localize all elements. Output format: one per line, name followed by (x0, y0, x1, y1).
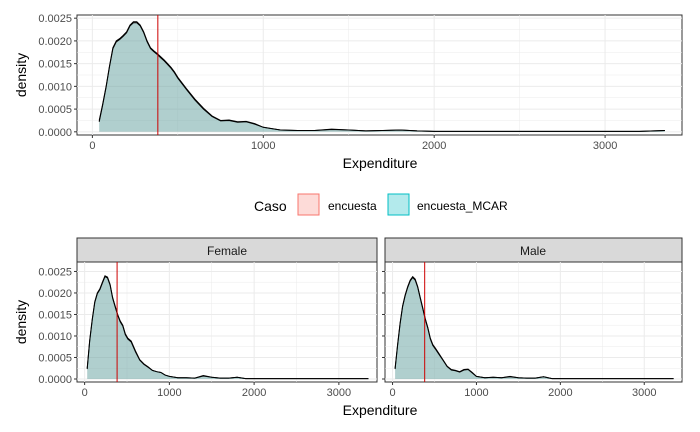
legend-title: Caso (254, 198, 287, 214)
y-tick-label-female: 0.0020 (38, 288, 72, 300)
xlabel-facets: Expenditure (343, 402, 418, 418)
panel-female-plot: 0 1000 2000 3000 0.0000 0.0005 0.0010 0.0015 0.0… (38, 262, 377, 399)
y-tick-label-female: 0.0005 (38, 352, 72, 364)
x-tick-label-male: 1000 (464, 387, 488, 399)
strip-female (76, 237, 378, 263)
density-area-encuesta-mcar-female (87, 276, 369, 379)
xlabel-overall: Expenditure (343, 155, 418, 171)
x-tick-label-male: 2000 (548, 387, 572, 399)
panel-overall-plot: 0 1000 2000 3000 0.0000 0.0005 0.0010 0.0015 0.0… (38, 13, 682, 152)
strip-label-female: Female (207, 244, 247, 258)
density-area-encuesta-mcar-overall (99, 22, 665, 132)
x-tick-label-overall: 2000 (422, 140, 446, 152)
legend-label-encuesta: encuesta (328, 199, 377, 213)
x-tick-label-female: 1000 (157, 387, 181, 399)
ylabel-facets: density (13, 300, 29, 344)
density-line-encuesta-mcar-female (86, 275, 369, 380)
density-area-encuesta-mcar-male (395, 277, 674, 379)
panel-overall: 0 1000 2000 3000 0.0000 0.0005 0.0010 0.0015 0.0… (38, 13, 683, 152)
legend-key-encuesta-mcar (387, 193, 410, 216)
density-area-encuesta-overall (99, 21, 665, 132)
y-tick-label-overall: 0.0025 (38, 13, 72, 25)
y-tick-label-overall: 0.0015 (38, 59, 72, 71)
x-tick-label-male: 0 (389, 387, 395, 399)
panel-female: Female 0 1000 2000 3000 0.0000 0.0005 0.0010 0.… (38, 237, 378, 399)
y-tick-label-female: 0.0015 (38, 309, 72, 321)
density-line-encuesta-mcar-male (394, 276, 674, 380)
y-tick-label-female: 0.0000 (38, 374, 72, 386)
y-tick-label-overall: 0.0000 (38, 127, 72, 139)
ylabel-overall: density (13, 53, 29, 97)
strip-male (384, 237, 683, 263)
panel-male-plot: 0 1000 2000 3000 (382, 262, 682, 399)
x-tick-label-overall: 0 (89, 140, 95, 152)
legend-key-encuesta (297, 193, 320, 216)
x-tick-label-male: 3000 (632, 387, 656, 399)
x-tick-label-female: 0 (82, 387, 88, 399)
density-line-encuesta-mcar-overall (98, 22, 665, 132)
density-area-encuesta-female (87, 275, 369, 379)
y-tick-label-overall: 0.0010 (38, 81, 72, 93)
density-area-encuesta-male (395, 276, 674, 379)
y-tick-label-female: 0.0010 (38, 331, 72, 343)
x-tick-label-overall: 1000 (251, 140, 275, 152)
y-tick-label-overall: 0.0005 (38, 104, 72, 116)
x-tick-label-female: 2000 (242, 387, 266, 399)
y-tick-label-female: 0.0025 (38, 266, 72, 278)
x-tick-label-overall: 3000 (593, 140, 617, 152)
legend: Caso encuesta encuesta_MCAR (254, 193, 508, 216)
x-tick-label-female: 3000 (327, 387, 351, 399)
legend-label-encuesta-mcar: encuesta_MCAR (417, 199, 508, 213)
y-tick-label-overall: 0.0020 (38, 36, 72, 48)
panel-male: Male 0 1000 2000 3000 (382, 237, 683, 399)
strip-label-male: Male (520, 244, 546, 258)
